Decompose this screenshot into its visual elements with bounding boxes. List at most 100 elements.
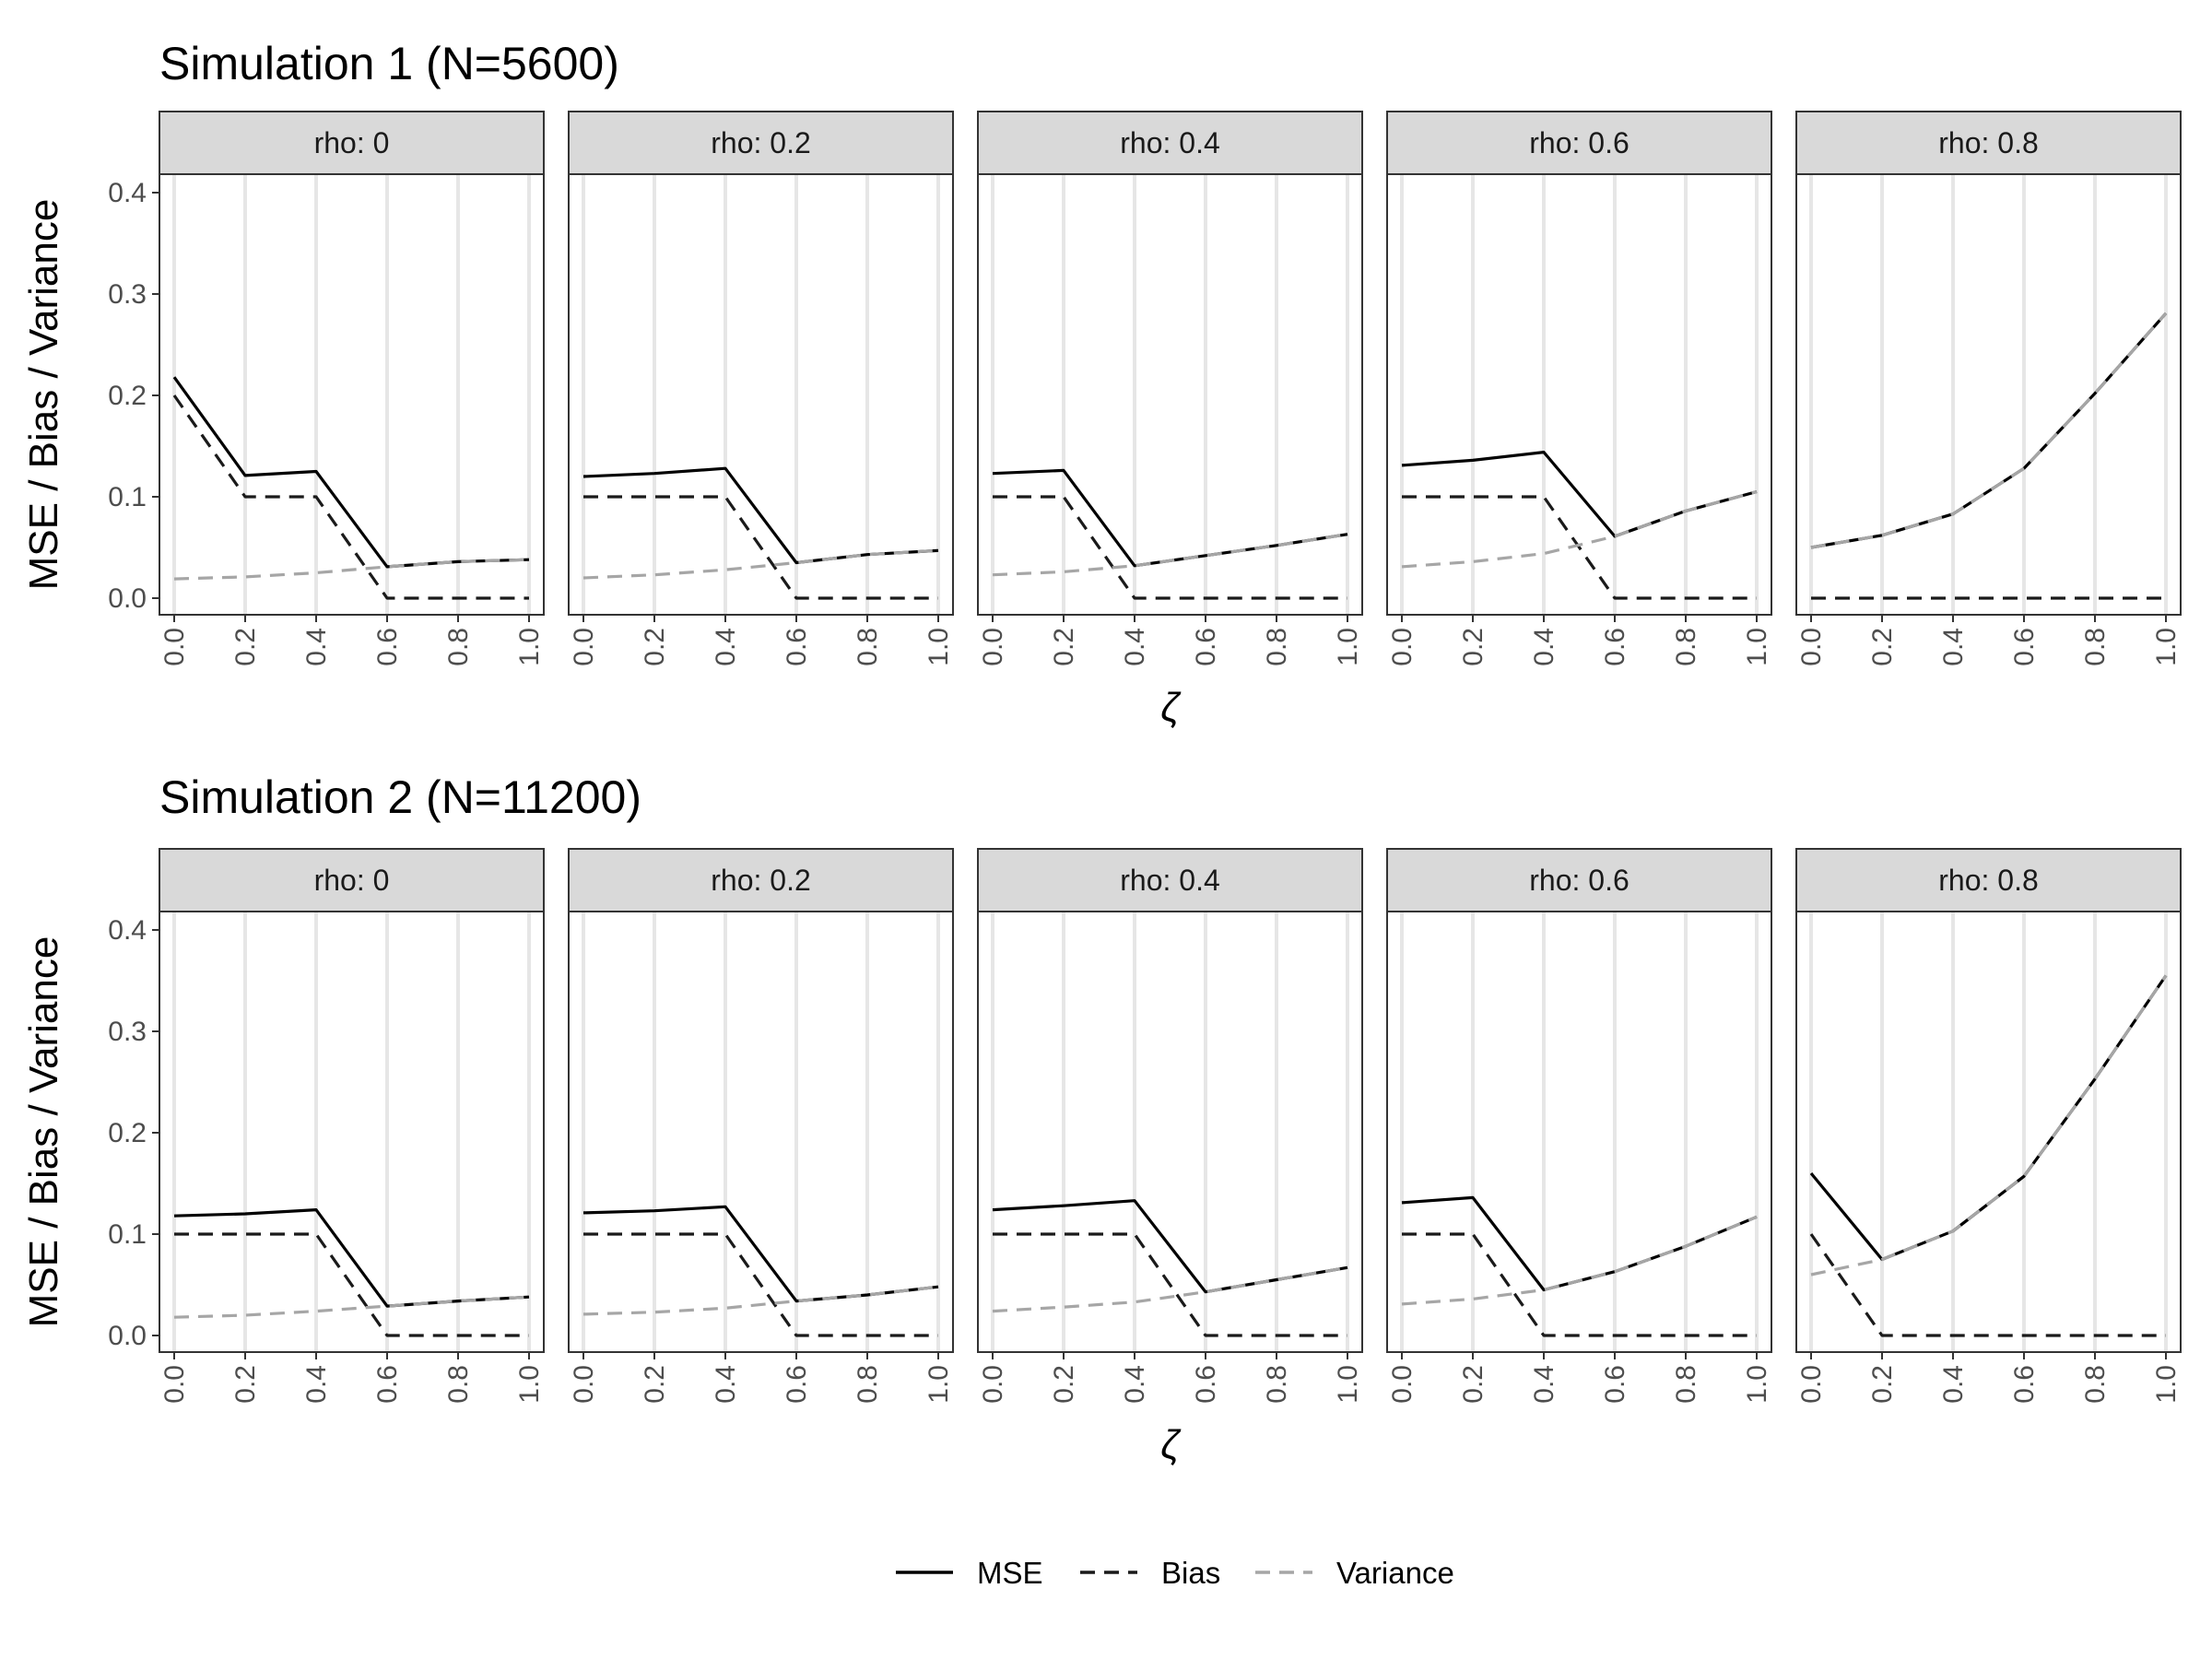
panel-border <box>568 911 954 1353</box>
facet-strip <box>568 111 954 175</box>
x-tick-label: 0.4 <box>301 628 332 666</box>
x-tick-label: 0.0 <box>1796 628 1827 666</box>
x-tick-label: 1.0 <box>2151 1365 2182 1404</box>
series-line-bias <box>1809 1233 2166 1337</box>
series-line-variance <box>173 1295 530 1319</box>
x-tick-label: 0.8 <box>1671 1365 1701 1404</box>
x-tick-label: 0.6 <box>782 1365 812 1404</box>
panel-border <box>159 911 545 1353</box>
x-tick-label: 0.4 <box>1938 1365 1969 1404</box>
series-line-bias <box>174 1232 529 1337</box>
x-tick-label: 0.8 <box>443 1365 474 1404</box>
panel-border <box>977 911 1363 1353</box>
series-line-variance <box>992 1265 1348 1313</box>
facet-strip <box>159 848 545 912</box>
facet-label: rho: 0.4 <box>1120 126 1220 159</box>
legend: MSE Bias Variance <box>896 1556 1454 1590</box>
plot-area <box>569 912 953 1352</box>
x-tick-label: 0.4 <box>711 628 741 666</box>
simulation-1-block: Simulation 1 (N=5600) MSE / Bias / Varian… <box>21 38 2182 730</box>
facet-strip <box>159 111 545 175</box>
x-tick-label: 0.4 <box>1938 628 1969 666</box>
x-tick-label: 0.8 <box>1262 628 1292 666</box>
x-tick-label: 0.8 <box>2080 1365 2111 1404</box>
series-line-variance <box>1401 1215 1758 1306</box>
panel-border <box>977 173 1363 616</box>
facet-label: rho: 0.8 <box>1938 864 2039 897</box>
y-tick-label: 0.1 <box>108 482 147 512</box>
series-line-variance <box>992 533 1348 577</box>
x-tick-label: 0.8 <box>443 628 474 666</box>
plot-area <box>1796 174 2181 615</box>
x-tick-label: 0.2 <box>640 1365 670 1404</box>
y-axis: 0.0 0.1 0.2 0.3 0.4 <box>108 915 159 1351</box>
x-tick-label: 0.2 <box>1458 628 1488 666</box>
series-line-variance <box>1401 489 1758 569</box>
plot-area <box>978 174 1362 615</box>
facet-strip <box>1386 848 1772 912</box>
x-tick-label: 0.2 <box>1867 628 1898 666</box>
facet-panel: rho: 0.8 0.0 0.2 0.4 0.6 0.8 1.0 <box>1795 848 2182 1404</box>
x-tick-label: 0.4 <box>1529 628 1559 666</box>
facet-strip <box>1795 111 2182 175</box>
x-tick-label: 0.0 <box>159 628 190 666</box>
panel-border <box>1795 173 2182 616</box>
series-line-bias <box>993 1232 1347 1337</box>
y-axis: 0.0 0.1 0.2 0.3 0.4 <box>108 178 159 614</box>
y-tick-label: 0.4 <box>108 178 147 208</box>
x-tick-label: 0.4 <box>1529 1365 1559 1404</box>
series-line-variance <box>173 558 530 581</box>
x-tick-label: 0.2 <box>1867 1365 1898 1404</box>
x-tick-label: 0.4 <box>1120 1365 1150 1404</box>
x-tick-label: 0.2 <box>230 628 261 666</box>
x-tick-label: 0.0 <box>1387 628 1418 666</box>
plot-area <box>978 912 1362 1352</box>
x-tick-label: 0.4 <box>711 1365 741 1404</box>
x-tick-label: 0.0 <box>1796 1365 1827 1404</box>
facet-label: rho: 0.8 <box>1938 126 2039 159</box>
x-tick-label: 0.6 <box>1600 628 1630 666</box>
x-tick-label: 1.0 <box>1742 1365 1772 1404</box>
x-tick-label: 0.0 <box>978 628 1008 666</box>
y-tick-label: 0.1 <box>108 1219 147 1250</box>
x-tick-label: 0.0 <box>978 1365 1008 1404</box>
plot-area <box>1796 912 2181 1352</box>
y-tick-label: 0.2 <box>108 381 147 411</box>
facet-label: rho: 0.2 <box>711 864 811 897</box>
x-tick-label: 0.6 <box>1600 1365 1630 1404</box>
series-line-bias <box>583 495 938 600</box>
x-tick-label: 0.6 <box>2009 1365 2040 1404</box>
facet-label: rho: 0.2 <box>711 126 811 159</box>
x-tick-label: 0.8 <box>1671 628 1701 666</box>
y-tick-label: 0.3 <box>108 279 147 310</box>
x-tick-label: 0.6 <box>2009 628 2040 666</box>
x-tick-label: 1.0 <box>2151 628 2182 666</box>
y-tick-label: 0.3 <box>108 1017 147 1047</box>
y-axis-title: MSE / Bias / Variance <box>21 199 66 591</box>
plot-area <box>569 174 953 615</box>
facet-strip <box>1386 111 1772 175</box>
facet-label: rho: 0 <box>314 126 390 159</box>
y-tick-label: 0.0 <box>108 1321 147 1351</box>
x-tick-label: 0.8 <box>853 1365 883 1404</box>
x-tick-label: 1.0 <box>514 1365 545 1404</box>
panel-border <box>568 173 954 616</box>
facet-panel: rho: 0.6 0.0 0.2 0.4 0.6 0.8 1.0 <box>1386 848 1772 1404</box>
x-tick-label: 0.6 <box>782 628 812 666</box>
facet-panel: rho: 0.6 0.0 0.2 0.4 0.6 0.8 1.0 <box>1386 111 1772 666</box>
y-axis-title: MSE / Bias / Variance <box>21 936 66 1328</box>
x-tick-label: 0.6 <box>372 628 403 666</box>
x-tick-label: 1.0 <box>514 628 545 666</box>
series-line-bias <box>583 1232 938 1337</box>
facet-panel: rho: 0.8 0.0 0.2 0.4 0.6 0.8 1.0 <box>1795 111 2182 666</box>
series-line-mse <box>1401 451 1758 538</box>
x-tick-label: 0.8 <box>1262 1365 1292 1404</box>
plot-area <box>159 912 544 1352</box>
x-tick-label: 1.0 <box>924 628 954 666</box>
x-tick-label: 0.4 <box>301 1365 332 1404</box>
facet-panel: rho: 0.4 0.0 0.2 0.4 0.6 0.8 1.0 <box>977 848 1363 1404</box>
x-tick-label: 0.2 <box>230 1365 261 1404</box>
series-line-variance <box>582 1285 939 1316</box>
facet-label: rho: 0.6 <box>1529 864 1630 897</box>
